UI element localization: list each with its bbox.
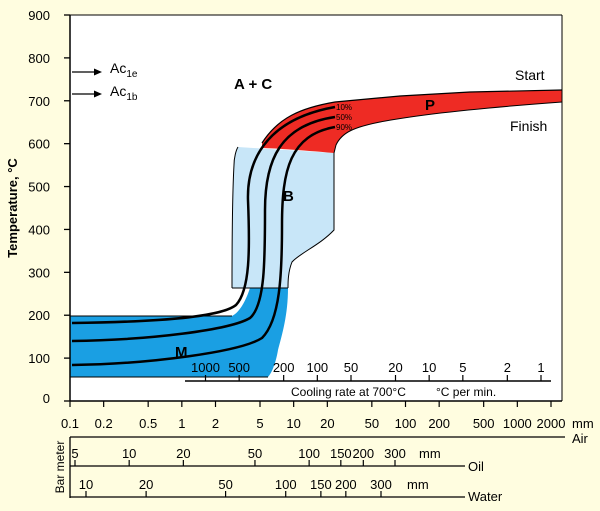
cooling-rate-tick-label: 100 xyxy=(306,360,328,375)
cooling-rate-tick-label: 500 xyxy=(228,360,250,375)
air-tick-label: 0.2 xyxy=(95,416,113,431)
oil-axis-unit: mm xyxy=(419,446,441,461)
bar-meter-label: Bar meter xyxy=(53,441,67,494)
cooling-rate-unit: °C per min. xyxy=(436,385,496,399)
cooling-rate-title: Cooling rate at 700°C xyxy=(291,385,406,399)
oil-tick-label: 20 xyxy=(176,446,190,461)
bainite-outline xyxy=(231,146,335,289)
water-tick-label: 100 xyxy=(275,477,297,492)
air-tick-label: 10 xyxy=(286,416,300,431)
oil-tick-label: 300 xyxy=(384,446,406,461)
y-tick-label: 300 xyxy=(28,265,50,280)
curve-label-10: 10% xyxy=(336,103,352,112)
air-tick-label: 500 xyxy=(473,416,495,431)
region-label-bainite: B xyxy=(283,188,294,205)
cooling-rate-tick-label: 5 xyxy=(459,360,466,375)
water-tick-label: 10 xyxy=(79,477,93,492)
oil-tick-label: 150 xyxy=(330,446,352,461)
y-axis-title: Temperature, °C xyxy=(5,158,20,258)
region-label-martensite: M xyxy=(175,344,188,361)
pearlite-finish-curve xyxy=(333,101,563,154)
region-label-pearlite: P xyxy=(425,97,435,114)
oil-tick-label: 10 xyxy=(122,446,136,461)
ac1e-marker: Ac1e xyxy=(72,60,138,80)
y-tick-label: 700 xyxy=(28,94,50,109)
air-tick-label: 200 xyxy=(428,416,450,431)
cooling-rate-tick-label: 200 xyxy=(273,360,295,375)
water-tick-label: 50 xyxy=(218,477,232,492)
ac1e-sub: 1e xyxy=(126,69,138,80)
cooling-rate-tick-label: 1000 xyxy=(191,360,220,375)
ac1b-arrow-icon xyxy=(94,90,102,98)
water-axis-label: Water xyxy=(468,489,503,504)
oil-tick-label: 200 xyxy=(352,446,374,461)
air-axis-unit: mm xyxy=(572,416,594,431)
y-tick-label: 100 xyxy=(28,351,50,366)
oil-axis-label: Oil xyxy=(468,459,484,474)
ac1b-base: Ac xyxy=(110,83,126,99)
curve-label-50: 50% xyxy=(336,113,352,122)
cooling-rate-tick-label: 2 xyxy=(504,360,511,375)
air-axis-ticks: 0.1 0.2 0.5 1 2 5 10 20 50 100 200 500 1000 2000 xyxy=(61,401,566,431)
water-axis-unit: mm xyxy=(407,477,429,492)
pearlite-start-curve xyxy=(261,89,563,144)
cooling-rate-tick-label: 10 xyxy=(422,360,436,375)
cooling-curve-50 xyxy=(71,115,336,343)
ac1b-label: Ac1b xyxy=(110,83,138,103)
ac1b-sub: 1b xyxy=(126,92,138,103)
air-tick-label: 2 xyxy=(212,416,219,431)
oil-tick-label: 5 xyxy=(71,446,78,461)
cooling-curve-90 xyxy=(71,125,336,367)
ac1b-marker: Ac1b xyxy=(72,83,138,103)
y-axis-ticks: 0 100 200 300 400 500 600 700 800 900 xyxy=(28,8,70,406)
air-tick-label: 1000 xyxy=(503,416,532,431)
curve-label-90: 90% xyxy=(336,123,352,132)
air-tick-label: 100 xyxy=(395,416,417,431)
y-tick-label: 800 xyxy=(28,51,50,66)
cooling-rate-tick-label: 20 xyxy=(388,360,402,375)
air-tick-label: 2000 xyxy=(537,416,566,431)
y-tick-label: 600 xyxy=(28,137,50,152)
ac1e-arrow-icon xyxy=(94,68,102,76)
ac1e-label: Ac1e xyxy=(110,60,138,80)
pearlite-region xyxy=(262,90,562,153)
air-tick-label: 50 xyxy=(365,416,379,431)
cooling-rate-tick-label: 50 xyxy=(344,360,358,375)
ac1e-base: Ac xyxy=(110,60,126,76)
air-tick-label: 20 xyxy=(320,416,334,431)
martensite-region xyxy=(70,288,288,377)
cooling-rate-tick-label: 1 xyxy=(537,360,544,375)
water-tick-label: 20 xyxy=(139,477,153,492)
water-axis-ticks: 10 20 50 100 150 200 300 xyxy=(79,477,392,497)
air-tick-label: 0.1 xyxy=(61,416,79,431)
air-tick-label: 5 xyxy=(256,416,263,431)
water-tick-label: 300 xyxy=(370,477,392,492)
pearlite-finish-label: Finish xyxy=(510,118,547,134)
oil-tick-label: 100 xyxy=(298,446,320,461)
y-tick-label: 200 xyxy=(28,308,50,323)
water-tick-label: 200 xyxy=(335,477,357,492)
cooling-rate-ticks: 1000 500 200 100 50 20 10 5 2 1 xyxy=(191,360,545,381)
y-tick-label: 500 xyxy=(28,180,50,195)
y-tick-label: 0 xyxy=(43,391,50,406)
pearlite-start-label: Start xyxy=(515,67,545,83)
cooling-curve-10 xyxy=(71,105,336,325)
y-tick-label: 400 xyxy=(28,222,50,237)
air-tick-label: 0.5 xyxy=(139,416,157,431)
water-tick-label: 150 xyxy=(310,477,332,492)
air-tick-label: 1 xyxy=(178,416,185,431)
oil-tick-label: 50 xyxy=(248,446,262,461)
oil-axis-ticks: 5 10 20 50 100 150 200 300 xyxy=(71,446,406,466)
air-axis-label: Air xyxy=(572,431,589,446)
region-label-austenite-carbide: A + C xyxy=(234,76,272,93)
y-tick-label: 900 xyxy=(28,8,50,23)
